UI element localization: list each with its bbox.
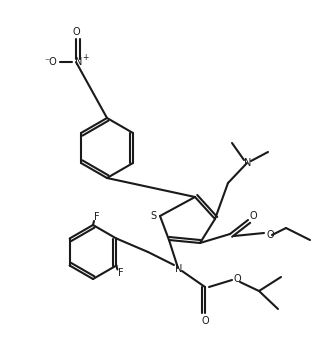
Text: N: N xyxy=(75,57,83,67)
Text: F: F xyxy=(118,268,123,278)
Text: O: O xyxy=(266,230,274,240)
Text: O: O xyxy=(72,27,80,37)
Text: ⁻O: ⁻O xyxy=(45,57,57,67)
Text: O: O xyxy=(249,211,257,221)
Text: N: N xyxy=(175,264,183,274)
Text: +: + xyxy=(82,52,88,61)
Text: F: F xyxy=(94,212,100,222)
Text: O: O xyxy=(233,274,241,284)
Text: O: O xyxy=(201,316,209,326)
Text: N: N xyxy=(244,158,252,168)
Text: S: S xyxy=(150,211,156,221)
